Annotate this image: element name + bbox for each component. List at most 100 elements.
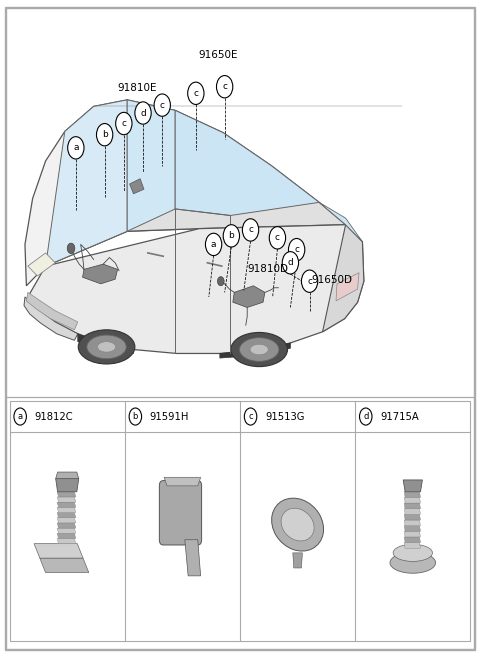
Polygon shape [25,100,199,286]
Text: 91650D: 91650D [311,275,352,285]
Circle shape [223,225,240,247]
Ellipse shape [272,498,324,551]
Polygon shape [403,480,422,491]
Circle shape [116,112,132,135]
Circle shape [269,227,286,249]
Polygon shape [57,497,76,502]
Polygon shape [83,264,118,284]
Circle shape [129,408,142,425]
Polygon shape [220,343,290,358]
Circle shape [135,102,151,124]
Polygon shape [404,497,420,503]
Ellipse shape [240,338,279,361]
Text: c: c [193,89,198,98]
Text: a: a [73,143,79,152]
Polygon shape [56,478,79,491]
Ellipse shape [250,344,268,355]
Text: d: d [288,258,293,267]
Polygon shape [319,202,362,242]
Text: c: c [121,119,126,128]
Circle shape [288,238,305,261]
Text: a: a [211,240,216,249]
Text: c: c [294,245,299,254]
Polygon shape [46,100,346,266]
Text: 91650E: 91650E [199,51,238,60]
Circle shape [96,124,113,146]
Polygon shape [78,334,133,353]
Text: 91810D: 91810D [247,264,288,274]
FancyBboxPatch shape [159,481,202,545]
Polygon shape [40,558,89,572]
Polygon shape [57,491,76,497]
Polygon shape [28,253,55,276]
Polygon shape [233,286,265,307]
Ellipse shape [281,509,314,541]
Text: 91812C: 91812C [35,411,73,422]
Circle shape [242,219,259,241]
Circle shape [282,252,299,274]
Text: c: c [248,225,253,235]
Polygon shape [404,526,420,532]
Ellipse shape [78,330,135,364]
Text: b: b [102,130,108,139]
Ellipse shape [231,332,288,367]
Ellipse shape [87,335,126,359]
Polygon shape [57,518,76,523]
Text: c: c [307,277,312,286]
Circle shape [301,270,318,292]
Polygon shape [127,100,175,231]
Polygon shape [404,509,420,514]
Circle shape [360,408,372,425]
Text: c: c [222,82,227,91]
Circle shape [154,94,170,116]
Polygon shape [185,540,201,576]
FancyBboxPatch shape [10,401,470,641]
Polygon shape [46,100,127,266]
Polygon shape [56,472,79,478]
Polygon shape [164,477,201,486]
Circle shape [216,76,233,98]
Polygon shape [34,544,83,558]
Polygon shape [57,512,76,518]
Text: 91591H: 91591H [150,411,189,422]
Text: c: c [160,101,165,110]
Text: a: a [18,412,23,421]
Polygon shape [130,179,144,194]
Polygon shape [28,225,364,353]
Polygon shape [293,553,302,568]
Text: d: d [363,412,369,421]
Polygon shape [24,297,78,340]
Polygon shape [336,273,359,301]
Text: c: c [275,233,280,242]
Polygon shape [404,491,420,497]
Polygon shape [57,533,76,539]
Text: 91715A: 91715A [380,411,419,422]
Text: b: b [132,412,138,421]
Text: b: b [228,231,234,240]
Circle shape [205,233,222,256]
FancyBboxPatch shape [5,7,475,650]
Polygon shape [323,225,364,332]
Polygon shape [57,502,76,507]
Ellipse shape [390,552,436,573]
Polygon shape [404,543,420,548]
Polygon shape [404,514,420,520]
Polygon shape [57,507,76,512]
Polygon shape [57,539,76,544]
Polygon shape [404,537,420,543]
Circle shape [67,243,75,254]
Circle shape [244,408,257,425]
Text: 91810E: 91810E [117,83,156,93]
Text: c: c [248,412,253,421]
Polygon shape [404,520,420,526]
Circle shape [68,137,84,159]
Circle shape [14,408,26,425]
Text: d: d [140,108,146,118]
Polygon shape [26,292,78,330]
Text: 91513G: 91513G [265,411,304,422]
Circle shape [188,82,204,104]
Polygon shape [404,503,420,509]
Ellipse shape [393,544,432,561]
Circle shape [217,277,224,286]
Polygon shape [175,110,319,215]
